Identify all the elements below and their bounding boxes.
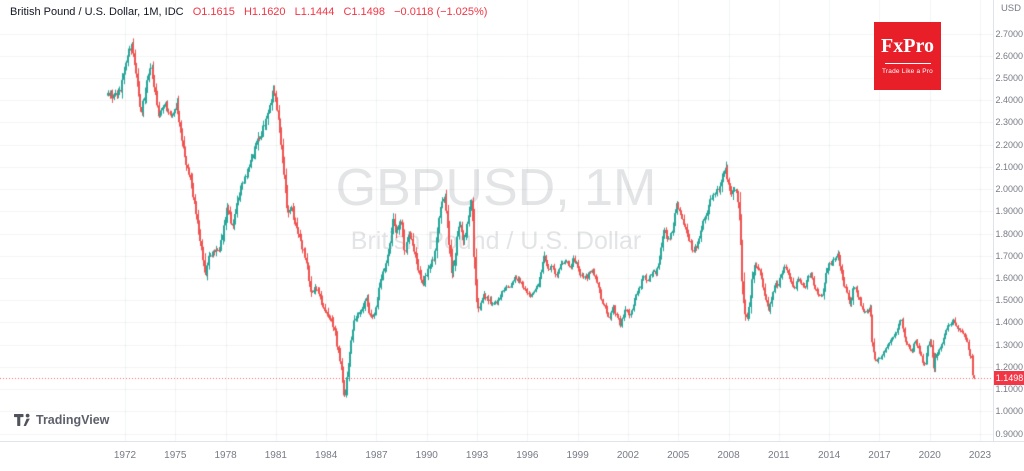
time-label: 1999 [566,450,589,461]
time-label: 2002 [616,450,640,461]
fxpro-logo-tagline: Trade Like a Pro [881,68,933,75]
price-label: 1.4000 [995,317,1023,328]
ohlc-high: H1.1620 [243,6,286,18]
time-label: 1990 [415,450,438,461]
ohlc-open: O1.1615 [192,6,235,18]
price-label: 1.3000 [995,339,1023,350]
tradingview-attribution[interactable]: TradingView [14,413,109,427]
ohlc-close: C1.1498 [343,6,386,18]
price-label: 1.1000 [995,384,1023,395]
time-label: 2014 [817,450,841,461]
price-label: 2.4000 [995,95,1023,106]
price-label: 2.2000 [995,139,1023,150]
fxpro-logo-rule [884,63,931,64]
price-label: 2.5000 [995,72,1023,83]
price-label: 1.0000 [995,406,1023,417]
time-label: 2017 [868,450,891,461]
fxpro-logo: FxPro Trade Like a Pro [874,22,941,90]
price-axis-unit: USD [1000,3,1021,14]
current-price-badge: 1.1498 [994,370,1024,385]
tradingview-icon [14,413,30,426]
time-label: 1975 [164,450,187,461]
price-label: 1.6000 [995,272,1023,283]
price-label: 2.7000 [995,28,1023,39]
price-label: 1.9000 [995,206,1023,217]
price-label: 2.1000 [995,161,1023,172]
legend: British Pound / U.S. Dollar, 1M, IDC O1.… [10,6,487,18]
price-label: 1.2000 [995,361,1023,372]
price-label: 2.0000 [995,184,1023,195]
time-label: 1996 [516,450,539,461]
time-label: 1993 [465,450,489,461]
price-label: 1.8000 [995,228,1023,239]
symbol-title[interactable]: British Pound / U.S. Dollar, 1M, IDC [10,6,184,18]
ohlc-low: L1.1444 [294,6,335,18]
time-label: 1987 [365,450,388,461]
price-label: 1.5000 [995,295,1023,306]
price-label: 0.9000 [995,428,1023,439]
time-label: 2011 [768,450,790,461]
time-label: 2023 [968,450,992,461]
price-label: 1.7000 [995,250,1023,261]
time-label: 1972 [113,450,137,461]
fxpro-logo-text: FxPro [881,35,934,57]
price-axis[interactable]: USD 1.1498 2.7000 2.6000 2.5000 2.4000 2.300… [993,0,1024,441]
time-axis[interactable]: 1972 1975 1978 1981 1984 1987 1990 1993 1996 1999… [0,441,1024,471]
time-label: 1981 [264,450,287,461]
time-label: 2008 [717,450,740,461]
price-label: 2.6000 [995,50,1023,61]
candlestick-chart-canvas[interactable] [0,0,993,441]
price-label: 2.3000 [995,117,1023,128]
time-label: 1978 [214,450,237,461]
time-label: 1984 [315,450,338,461]
time-label: 2020 [918,450,941,461]
time-label: 2005 [667,450,690,461]
ohlc-change: −0.0118 (−1.025%) [394,6,488,18]
plot-area[interactable]: GBPUSD, 1M British Pound / U.S. Dollar B… [0,0,993,441]
tradingview-label: TradingView [36,413,110,427]
